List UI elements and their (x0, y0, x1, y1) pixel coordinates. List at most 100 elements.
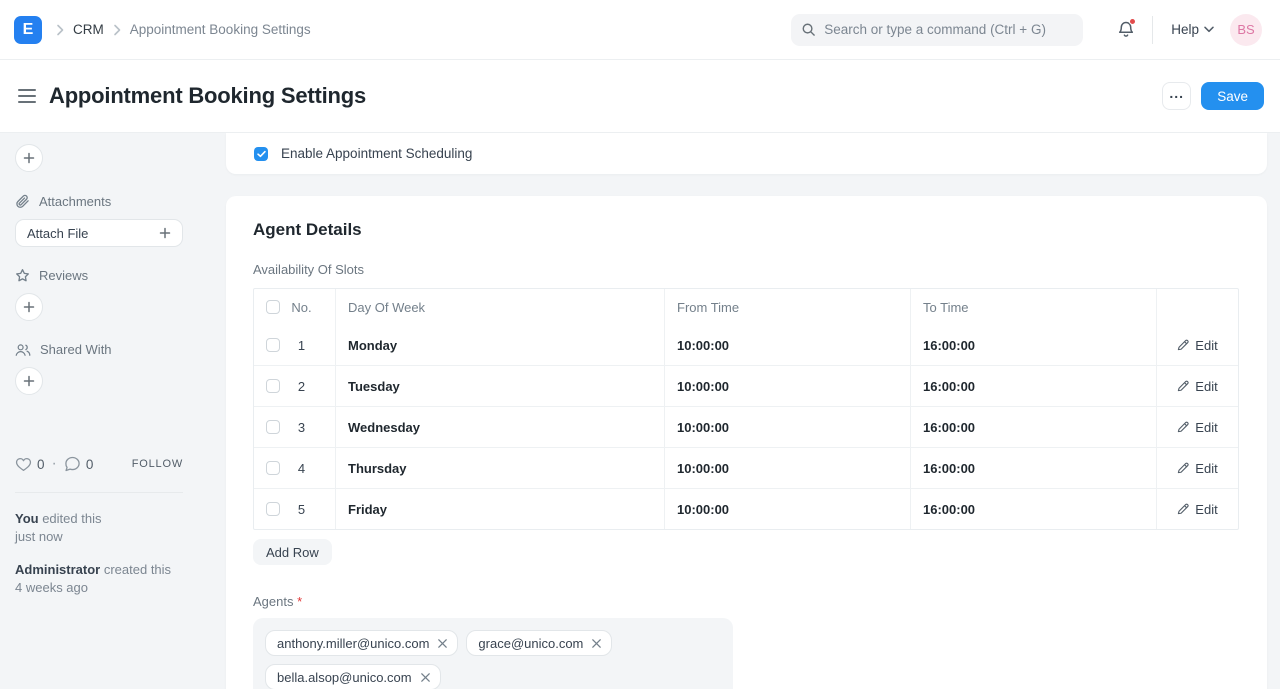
activity-actor: Administrator (15, 562, 101, 577)
comment-icon[interactable] (64, 456, 81, 472)
edit-label: Edit (1195, 460, 1218, 476)
pencil-icon (1177, 421, 1189, 433)
pencil-icon (1177, 503, 1189, 515)
reviews-label: Reviews (39, 268, 89, 283)
activity-edited: You edited this just now (15, 510, 101, 546)
remove-tag-icon[interactable] (591, 638, 602, 649)
app-logo[interactable]: E (14, 15, 42, 44)
remove-tag-icon[interactable] (420, 672, 431, 683)
save-button[interactable]: Save (1201, 82, 1264, 110)
chevron-right-icon (113, 24, 121, 36)
page-header: Appointment Booking Settings ... Save (0, 60, 1280, 133)
heart-icon[interactable] (15, 457, 32, 472)
to-time-cell: 16:00:00 (911, 325, 1157, 365)
activity-created: Administrator created this 4 weeks ago (15, 561, 171, 597)
agents-multiselect[interactable]: anthony.miller@unico.com grace@unico.com… (253, 618, 733, 689)
header-to-time: To Time (911, 289, 1157, 325)
attach-file-label: Attach File (27, 225, 89, 241)
row-number: 4 (297, 460, 306, 476)
star-icon (15, 268, 30, 283)
from-time-cell: 10:00:00 (665, 448, 911, 488)
select-all-checkbox[interactable] (266, 300, 280, 314)
table-row: 3 Wednesday 10:00:00 16:00:00 Edit (254, 406, 1238, 447)
add-tag-button[interactable] (15, 144, 43, 172)
add-share-button[interactable] (15, 367, 43, 395)
row-checkbox[interactable] (266, 338, 280, 352)
global-search[interactable] (791, 13, 1084, 46)
breadcrumb: CRM Appointment Booking Settings (56, 22, 311, 37)
row-number: 5 (297, 501, 306, 517)
notification-dot (1129, 18, 1137, 25)
edit-label: Edit (1195, 419, 1218, 435)
row-checkbox[interactable] (266, 379, 280, 393)
agent-tag: bella.alsop@unico.com (265, 664, 441, 689)
enable-scheduling-checkbox[interactable] (254, 146, 268, 161)
navbar-divider (1152, 15, 1154, 44)
row-number: 1 (297, 337, 306, 353)
search-input[interactable] (824, 22, 1074, 37)
from-time-cell: 10:00:00 (665, 366, 911, 406)
day-of-week-cell: Thursday (336, 448, 665, 488)
activity-when: 4 weeks ago (15, 580, 88, 595)
agents-field-label: Agents * (253, 594, 1240, 609)
attachments-section-label: Attachments (15, 194, 111, 209)
comments-count: 0 (85, 456, 94, 472)
from-time-cell: 10:00:00 (665, 325, 911, 365)
help-label: Help (1171, 22, 1199, 37)
shared-with-label: Shared With (40, 342, 112, 357)
agent-tag: grace@unico.com (466, 630, 613, 656)
sidebar-toggle-icon[interactable] (16, 87, 38, 105)
from-time-cell: 10:00:00 (665, 407, 911, 447)
agent-tag: anthony.miller@unico.com (265, 630, 459, 656)
agent-details-card: Agent Details Availability Of Slots No. … (226, 196, 1267, 689)
plus-icon (159, 227, 171, 239)
user-avatar[interactable]: BS (1230, 13, 1262, 46)
to-time-cell: 16:00:00 (911, 489, 1157, 529)
add-review-button[interactable] (15, 293, 43, 321)
pencil-icon (1177, 339, 1189, 351)
form-sidebar: Attachments Attach File Reviews (0, 133, 210, 689)
day-of-week-cell: Monday (336, 325, 665, 365)
row-checkbox[interactable] (266, 461, 280, 475)
edit-row-button[interactable]: Edit (1177, 379, 1218, 394)
to-time-cell: 16:00:00 (911, 407, 1157, 447)
help-menu[interactable]: Help (1171, 22, 1214, 37)
more-options-button[interactable]: ... (1162, 82, 1192, 110)
search-icon (801, 22, 816, 37)
table-row: 5 Friday 10:00:00 16:00:00 Edit (254, 488, 1238, 529)
page-title: Appointment Booking Settings (49, 83, 367, 108)
activity-when: just now (15, 529, 63, 544)
pencil-icon (1177, 380, 1189, 392)
breadcrumb-app[interactable]: CRM (73, 22, 104, 37)
form-main: Enable Appointment Scheduling Agent Deta… (210, 133, 1280, 689)
social-row: 0 · 0 FOLLOW (15, 455, 183, 473)
breadcrumb-page: Appointment Booking Settings (129, 22, 311, 37)
remove-tag-icon[interactable] (437, 638, 448, 649)
day-of-week-cell: Tuesday (336, 366, 665, 406)
day-of-week-cell: Wednesday (336, 407, 665, 447)
notifications-button[interactable] (1117, 18, 1137, 39)
enable-scheduling-card: Enable Appointment Scheduling (226, 133, 1267, 174)
attach-file-button[interactable]: Attach File (15, 219, 183, 247)
header-day-of-week: Day Of Week (336, 289, 665, 325)
row-checkbox[interactable] (266, 502, 280, 516)
row-checkbox[interactable] (266, 420, 280, 434)
edit-row-button[interactable]: Edit (1177, 419, 1218, 435)
paperclip-icon (15, 194, 30, 209)
edit-row-button[interactable]: Edit (1177, 338, 1218, 353)
navbar-right: Help BS (791, 13, 1262, 46)
edit-label: Edit (1195, 501, 1218, 517)
chevron-down-icon (1204, 26, 1214, 33)
header-actions (1157, 289, 1238, 325)
agent-email: grace@unico.com (478, 635, 584, 651)
follow-button[interactable]: FOLLOW (131, 458, 183, 470)
attachments-label: Attachments (39, 194, 112, 209)
agents-label-text: Agents (253, 594, 294, 609)
pencil-icon (1177, 462, 1189, 474)
edit-row-button[interactable]: Edit (1177, 460, 1218, 476)
add-row-button[interactable]: Add Row (253, 539, 332, 565)
edit-row-button[interactable]: Edit (1177, 501, 1218, 517)
to-time-cell: 16:00:00 (911, 448, 1157, 488)
slots-field-label: Availability Of Slots (253, 262, 365, 277)
